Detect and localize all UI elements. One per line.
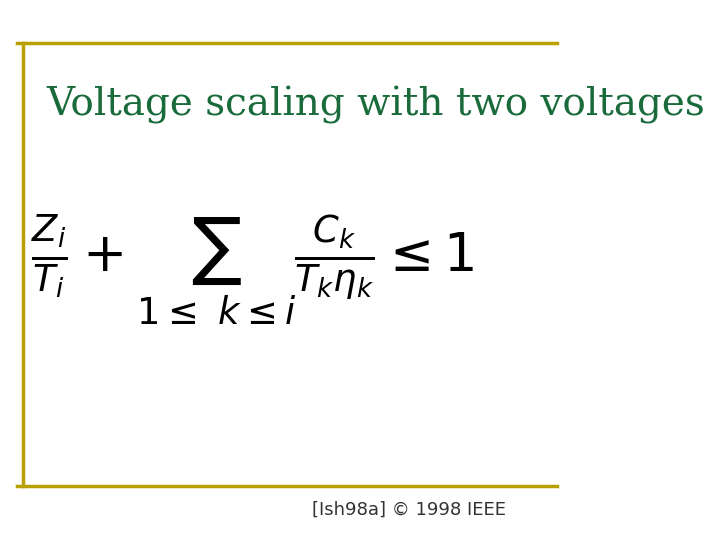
Text: [Ish98a] © 1998 IEEE: [Ish98a] © 1998 IEEE (312, 501, 505, 518)
Text: $\frac{Z_i}{T_i} + \sum_{1 \leq \ k \leq i} \frac{C_k}{T_k \eta_k} \leq 1$: $\frac{Z_i}{T_i} + \sum_{1 \leq \ k \leq… (31, 213, 474, 327)
Text: Voltage scaling with two voltages: Voltage scaling with two voltages (46, 86, 705, 124)
